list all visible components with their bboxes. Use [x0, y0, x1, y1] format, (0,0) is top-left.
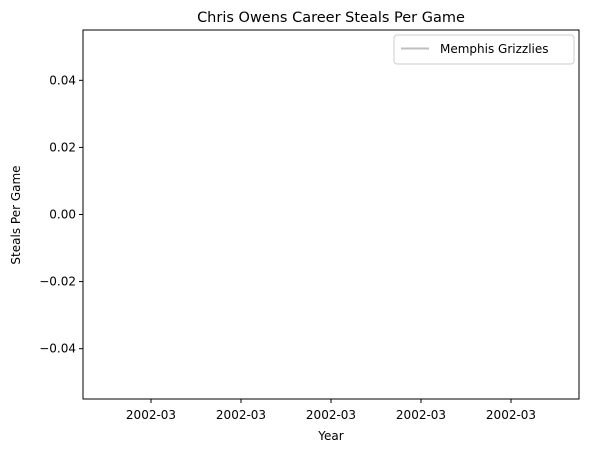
y-tick-label: 0.00: [49, 208, 76, 222]
y-tick-label: −0.04: [39, 342, 76, 356]
legend-label-memphis-grizzlies: Memphis Grizzlies: [440, 42, 549, 56]
legend: Memphis Grizzlies: [393, 34, 575, 65]
x-tick-label: 2002-03: [486, 408, 536, 422]
y-tick-label: 0.04: [49, 73, 76, 87]
x-tick-label: 2002-03: [396, 408, 446, 422]
plot-frame: [82, 29, 580, 400]
y-axis-label: Steals Per Game: [9, 165, 23, 264]
x-tick-label: 2002-03: [216, 408, 266, 422]
plot-area: [82, 29, 580, 400]
x-tick-label: 2002-03: [126, 408, 176, 422]
y-tick-label: −0.02: [39, 275, 76, 289]
legend-box: [393, 34, 575, 65]
y-tick-label: 0.02: [49, 140, 76, 154]
x-tick-label: 2002-03: [306, 408, 356, 422]
x-axis-label: Year: [317, 429, 343, 443]
x-axis: 2002-03 2002-03 2002-03 2002-03 2002-03: [126, 399, 536, 422]
chart-title: Chris Owens Career Steals Per Game: [197, 10, 465, 26]
y-axis: −0.04 −0.02 0.00 0.02 0.04: [39, 73, 83, 356]
